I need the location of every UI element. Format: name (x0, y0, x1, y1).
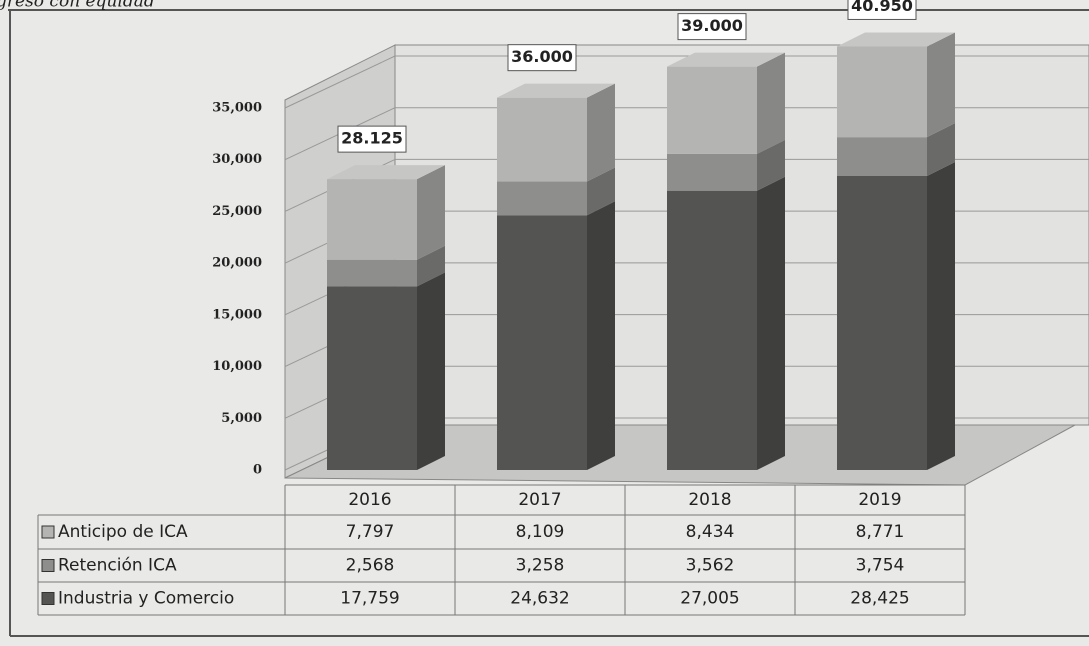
bar (667, 190, 757, 470)
bar (837, 137, 927, 177)
data-label: 8,771 (856, 522, 905, 542)
bar-side (757, 139, 785, 191)
y-tick-label: 30,000 (212, 152, 262, 167)
bar-top (327, 165, 445, 180)
bar (327, 286, 417, 470)
bar-side (757, 176, 785, 470)
x-tick-label: 2019 (858, 490, 901, 510)
data-label: 17,759 (340, 589, 399, 609)
y-tick-label: 5,000 (221, 411, 262, 426)
bar-top (837, 32, 955, 47)
data-label: 2,568 (346, 556, 395, 576)
bar-side (757, 52, 785, 154)
annotation: 28.125 (341, 129, 403, 148)
data-label: 24,632 (510, 589, 569, 609)
bar (497, 97, 587, 182)
bar-side (587, 83, 615, 182)
data-label: 8,109 (516, 522, 565, 542)
legend-swatch (41, 592, 55, 605)
annotation: 40.950 (851, 0, 913, 15)
data-label: 28,425 (850, 589, 909, 609)
annotation: 36.000 (511, 47, 573, 66)
legend-swatch (41, 559, 55, 572)
bar (667, 153, 757, 191)
annotation-box (507, 44, 577, 72)
data-label: 7,797 (346, 522, 395, 542)
bar (497, 181, 587, 216)
bar (497, 215, 587, 470)
bar-side (927, 123, 955, 177)
x-tick-label: 2018 (688, 490, 731, 510)
y-tick-label: 10,000 (212, 359, 262, 374)
bar-side (417, 245, 445, 287)
annotation-box (847, 0, 917, 20)
legend-label: Anticipo de ICA (58, 522, 188, 542)
legend-label: Retención ICA (58, 556, 177, 576)
bar-side (417, 165, 445, 260)
y-tick-label: 35,000 (212, 101, 262, 116)
legend-swatch (41, 525, 55, 539)
bar (327, 259, 417, 287)
y-tick-label: 25,000 (212, 204, 262, 219)
bar (837, 176, 927, 471)
bar (667, 66, 757, 154)
bar-side (927, 162, 955, 471)
annotation-box (337, 125, 407, 153)
x-tick-label: 2016 (348, 490, 391, 510)
bar-side (587, 167, 615, 216)
x-tick-label: 2017 (518, 490, 561, 510)
bar (837, 46, 927, 138)
bar-side (417, 272, 445, 470)
y-tick-label: 20,000 (212, 256, 262, 271)
legend-label: Industria y Comercio (58, 589, 234, 609)
bar-top (497, 83, 615, 98)
bar-side (927, 32, 955, 138)
bar-side (587, 201, 615, 470)
grid-line (284, 55, 396, 109)
y-tick-label: 0 (253, 463, 262, 478)
annotation: 39.000 (681, 16, 743, 35)
data-label: 3,562 (686, 556, 735, 576)
data-label: 8,434 (686, 522, 735, 542)
data-label: 27,005 (680, 589, 739, 609)
heading: greso con equidad (0, 0, 155, 12)
bar (327, 179, 417, 260)
data-label: 3,258 (516, 556, 565, 576)
annotation-box (677, 13, 747, 41)
y-tick-label: 15,000 (212, 307, 262, 322)
bar-top (667, 52, 785, 67)
data-label: 3,754 (856, 556, 905, 576)
